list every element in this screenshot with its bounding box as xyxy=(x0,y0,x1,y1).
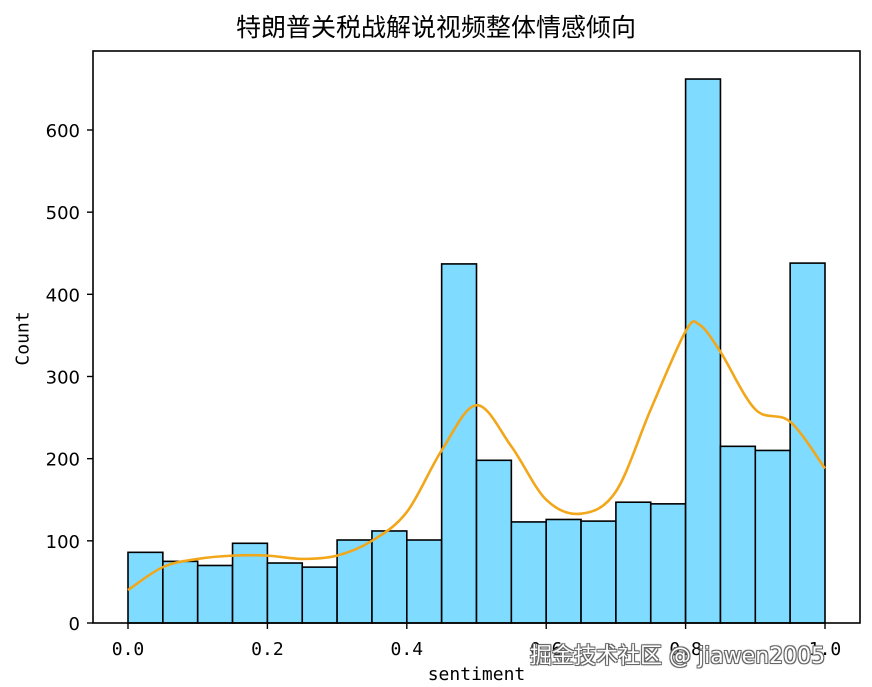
histogram-bar xyxy=(649,503,687,624)
x-tick-label: 1.0 xyxy=(809,639,842,660)
histogram-bar xyxy=(754,449,791,624)
y-tick-label: 200 xyxy=(46,450,80,471)
histogram-bar xyxy=(371,530,408,624)
y-axis-label: Count xyxy=(12,311,34,366)
y-tick-label: 300 xyxy=(46,367,80,388)
x-tick-label: 0.0 xyxy=(112,639,145,660)
histogram-bar xyxy=(301,566,338,624)
x-tick-label: 0.2 xyxy=(251,639,284,660)
x-axis-label: sentiment xyxy=(427,664,526,685)
histogram-bar xyxy=(684,78,722,624)
axes-frame xyxy=(92,50,861,624)
y-tick-label: 0 xyxy=(69,614,80,635)
histogram-bar xyxy=(266,562,304,624)
histogram-bar xyxy=(336,539,373,624)
histogram-bar xyxy=(405,539,443,624)
histogram-bar xyxy=(440,263,478,624)
histogram-bar xyxy=(545,518,582,624)
y-tick-label: 100 xyxy=(46,532,80,553)
kde-curve xyxy=(127,320,827,592)
x-tick-label: 0.6 xyxy=(530,639,563,660)
x-tick-label: 0.4 xyxy=(391,639,424,660)
x-tick-label: 0.8 xyxy=(669,639,702,660)
watermark: 掘金技术社区 @ jiawen2005 xyxy=(530,644,826,669)
histogram-bar xyxy=(510,521,548,624)
histogram-bar xyxy=(719,445,757,624)
x-axis-ticks: 0.0 0.2 0.4 0.6 0.8 1.0 xyxy=(112,623,842,660)
histogram-bar xyxy=(196,564,234,624)
y-axis-ticks: 0 100 200 300 400 500 600 xyxy=(46,121,93,635)
y-tick-label: 400 xyxy=(46,285,80,306)
y-tick-label: 600 xyxy=(46,121,80,142)
y-tick-label: 500 xyxy=(46,203,80,224)
histogram-bar xyxy=(615,501,652,624)
chart-title: 特朗普关税战解说视频整体情感倾向 xyxy=(235,13,636,42)
histogram-bar xyxy=(127,551,164,624)
histogram-bar xyxy=(162,560,199,624)
histogram-bars xyxy=(127,78,826,624)
histogram-bar xyxy=(475,459,513,624)
histogram-bar xyxy=(580,520,617,624)
